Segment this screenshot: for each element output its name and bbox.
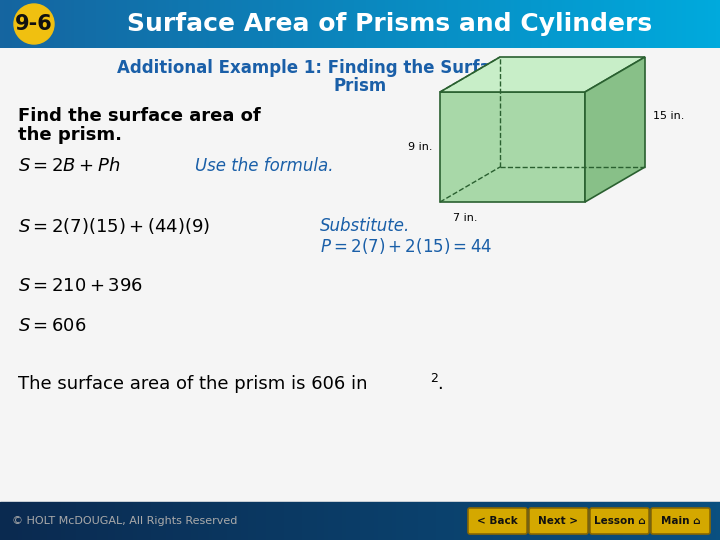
Text: $S = 210 + 396$: $S = 210 + 396$	[18, 277, 143, 295]
Text: Lesson ⌂: Lesson ⌂	[594, 516, 645, 526]
Text: Prism: Prism	[333, 77, 387, 95]
Text: $S = 606$: $S = 606$	[18, 317, 86, 335]
Text: 9-6: 9-6	[15, 14, 53, 34]
Polygon shape	[440, 92, 585, 202]
Text: $S = 2B + Ph$: $S = 2B + Ph$	[18, 157, 120, 175]
Text: Main ⌂: Main ⌂	[661, 516, 701, 526]
Text: The surface area of the prism is 606 in: The surface area of the prism is 606 in	[18, 375, 367, 393]
Text: Surface Area of Prisms and Cylinders: Surface Area of Prisms and Cylinders	[127, 12, 652, 36]
Text: .: .	[437, 375, 443, 393]
Text: 2: 2	[430, 372, 438, 384]
Bar	[0, 502, 720, 540]
Text: Find the surface area of: Find the surface area of	[18, 107, 261, 125]
Text: Substitute.: Substitute.	[320, 217, 410, 235]
Text: 7 in.: 7 in.	[453, 213, 477, 223]
Text: 9 in.: 9 in.	[408, 142, 432, 152]
Text: < Back: < Back	[477, 516, 518, 526]
Circle shape	[14, 4, 54, 44]
Polygon shape	[585, 57, 645, 202]
FancyBboxPatch shape	[590, 508, 649, 534]
FancyBboxPatch shape	[529, 508, 588, 534]
FancyBboxPatch shape	[651, 508, 710, 534]
Text: the prism.: the prism.	[18, 126, 122, 144]
Text: Additional Example 1: Finding the Surface Area of a: Additional Example 1: Finding the Surfac…	[117, 59, 603, 77]
Text: Next >: Next >	[539, 516, 578, 526]
Polygon shape	[440, 57, 645, 92]
Text: $S = 2(7)(15) + (44)(9)$: $S = 2(7)(15) + (44)(9)$	[18, 216, 210, 236]
Text: 15 in.: 15 in.	[653, 111, 685, 121]
FancyBboxPatch shape	[468, 508, 527, 534]
Text: © HOLT McDOUGAL, All Rights Reserved: © HOLT McDOUGAL, All Rights Reserved	[12, 516, 238, 526]
Text: $P = 2(7) + 2(15) = 44$: $P = 2(7) + 2(15) = 44$	[320, 236, 492, 256]
Text: Use the formula.: Use the formula.	[195, 157, 333, 175]
